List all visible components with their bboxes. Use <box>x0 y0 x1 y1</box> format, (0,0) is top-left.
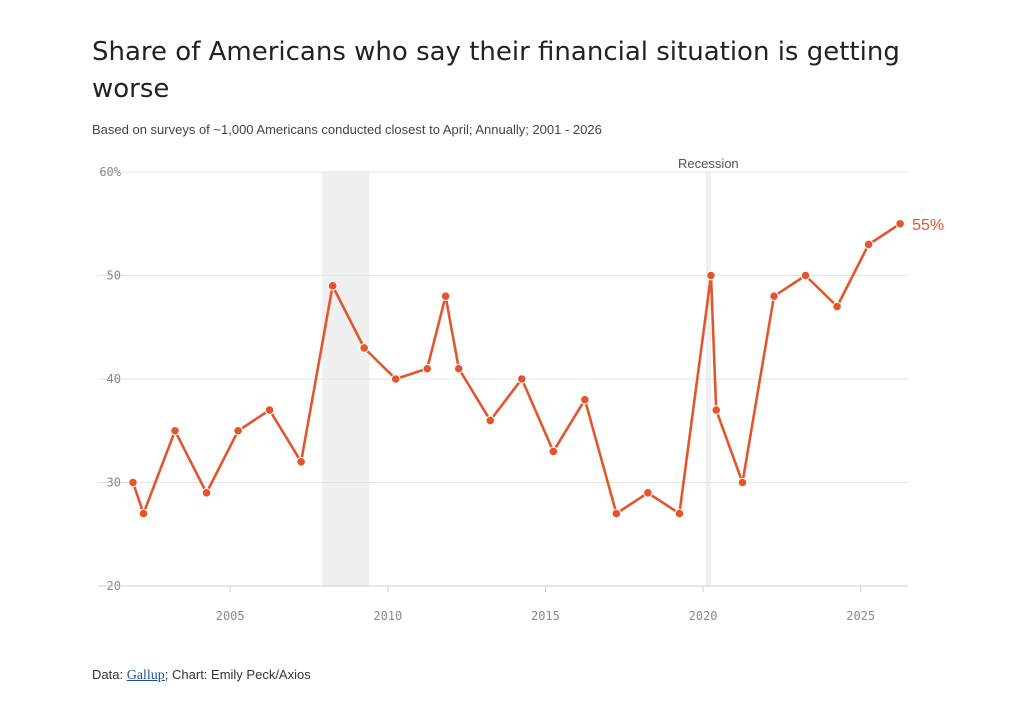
footer-data-prefix: Data: <box>92 667 127 682</box>
x-tick-label: 2025 <box>846 609 875 623</box>
data-point <box>422 363 433 374</box>
x-tick-label: 2010 <box>373 609 402 623</box>
data-point <box>264 405 275 415</box>
y-tick-label: 40 <box>107 372 121 386</box>
data-point <box>611 508 622 519</box>
data-point <box>170 425 180 436</box>
data-point <box>517 374 527 384</box>
data-point <box>580 394 590 405</box>
data-point <box>359 343 369 353</box>
data-point <box>453 363 464 374</box>
data-point <box>895 218 905 229</box>
footer-credit: ; Chart: Emily Peck/Axios <box>164 667 311 682</box>
gallup-source-link[interactable]: Gallup <box>126 668 165 683</box>
data-point <box>201 488 212 498</box>
recession-label: Recession <box>678 156 739 171</box>
gridlines <box>98 171 908 587</box>
data-points <box>128 218 905 519</box>
annotations: 55% <box>912 217 944 234</box>
x-tick-label: 2020 <box>689 609 718 623</box>
data-point <box>296 457 306 467</box>
data-point <box>233 425 243 436</box>
data-point <box>674 508 685 519</box>
data-point <box>800 270 811 281</box>
data-point <box>548 446 559 457</box>
data-point <box>390 374 401 384</box>
y-tick-label: 50 <box>107 269 121 283</box>
series-line-layer <box>131 222 902 515</box>
data-point <box>706 270 716 281</box>
chart-title: Share of Americans who say their financi… <box>92 37 900 104</box>
data-point <box>138 508 149 519</box>
series-line <box>131 222 902 515</box>
chart-subtitle: Based on surveys of ~1,000 Americans con… <box>92 122 602 137</box>
data-point <box>128 477 138 488</box>
end-value-label: 55% <box>912 217 944 234</box>
chart-footer: Data: Gallup; Chart: Emily Peck/Axios <box>92 667 311 684</box>
recession-bands: Recession <box>322 156 739 586</box>
data-point <box>711 405 722 415</box>
x-tick-label: 2015 <box>531 609 560 623</box>
x-tick-label: 2005 <box>216 609 245 623</box>
data-point <box>485 415 496 426</box>
data-point <box>769 291 779 302</box>
y-tick-label: 60% <box>99 165 121 179</box>
data-point <box>440 291 451 302</box>
data-point <box>832 301 842 312</box>
data-point <box>863 239 874 250</box>
y-tick-label: 30 <box>107 476 121 490</box>
data-point <box>737 477 748 488</box>
data-point <box>643 488 653 498</box>
data-point <box>327 281 338 291</box>
